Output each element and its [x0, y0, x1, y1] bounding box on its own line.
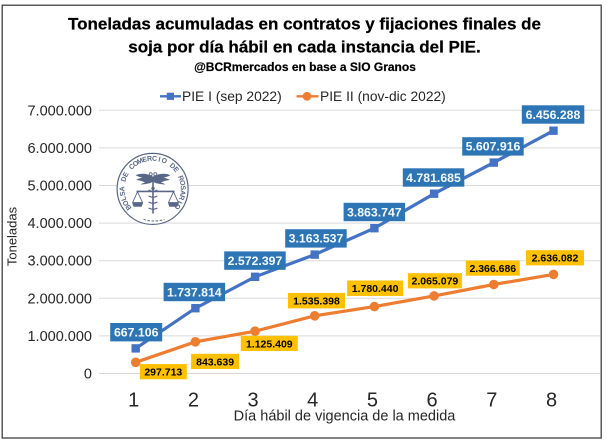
svg-text:6.456.288: 6.456.288: [526, 108, 581, 122]
svg-text:E: E: [142, 156, 149, 164]
svg-text:1.000.000: 1.000.000: [27, 329, 92, 345]
svg-text:E: E: [122, 171, 131, 179]
svg-text:2.065.079: 2.065.079: [412, 276, 459, 288]
svg-text:3: 3: [248, 390, 259, 412]
svg-text:Toneladas: Toneladas: [5, 206, 20, 266]
svg-text:1.737.814: 1.737.814: [167, 285, 222, 299]
svg-text:5: 5: [367, 390, 378, 412]
svg-text:Día hábil de vigencia de la me: Día hábil de vigencia de la medida: [234, 409, 457, 425]
svg-text:1: 1: [128, 390, 139, 412]
svg-text:8: 8: [546, 390, 557, 412]
svg-text:PIE II (nov-dic 2022): PIE II (nov-dic 2022): [320, 89, 446, 104]
svg-text:A: A: [178, 190, 186, 196]
svg-text:1.535.398: 1.535.398: [293, 296, 340, 308]
svg-text:C: C: [152, 156, 158, 163]
svg-text:0: 0: [84, 367, 92, 383]
svg-text:@BCRmercados en base a SIO Gra: @BCRmercados en base a SIO Granos: [194, 60, 416, 74]
svg-text:297.713: 297.713: [144, 367, 182, 379]
svg-text:C: C: [128, 163, 136, 172]
svg-text:PIE I (sep 2022): PIE I (sep 2022): [182, 89, 282, 104]
svg-text:E: E: [171, 166, 180, 174]
svg-text:2.636.082: 2.636.082: [532, 253, 579, 265]
svg-text:667.106: 667.106: [114, 326, 159, 340]
svg-text:S: S: [119, 190, 127, 196]
svg-text:3.163.537: 3.163.537: [289, 232, 344, 246]
svg-text:7.000.000: 7.000.000: [27, 103, 92, 119]
svg-text:D: D: [168, 162, 176, 171]
svg-text:S: S: [179, 185, 186, 190]
svg-text:L: L: [120, 195, 128, 202]
svg-text:R: R: [176, 175, 184, 182]
svg-text:4.781.685: 4.781.685: [406, 171, 461, 185]
svg-text:Toneladas acumuladas en contra: Toneladas acumuladas en contratos y fija…: [68, 15, 541, 34]
svg-text:5.000.000: 5.000.000: [27, 179, 92, 195]
svg-text:2.572.397: 2.572.397: [228, 254, 283, 268]
svg-text:R: R: [147, 156, 153, 163]
svg-text:5.607.916: 5.607.916: [466, 140, 521, 154]
svg-text:O: O: [178, 180, 186, 187]
svg-text:O: O: [160, 157, 168, 166]
svg-text:2.366.686: 2.366.686: [469, 263, 516, 275]
svg-text:2: 2: [188, 390, 199, 412]
svg-text:M: M: [136, 157, 144, 166]
svg-text:6.000.000: 6.000.000: [27, 141, 92, 157]
svg-text:O: O: [132, 159, 141, 168]
svg-text:R: R: [177, 194, 185, 201]
svg-text:3.000.000: 3.000.000: [27, 254, 92, 270]
svg-text:3.863.747: 3.863.747: [347, 205, 402, 219]
svg-text:soja por día hábil en cada ins: soja por día hábil en cada instancia del…: [128, 38, 480, 57]
svg-text:1.125.409: 1.125.409: [246, 338, 293, 350]
svg-text:I: I: [158, 156, 162, 163]
svg-text:2.000.000: 2.000.000: [27, 291, 92, 307]
svg-text:B: B: [125, 203, 134, 211]
svg-text:7: 7: [486, 390, 497, 412]
svg-text:O: O: [122, 198, 131, 207]
svg-text:4: 4: [307, 390, 318, 412]
svg-text:A: A: [119, 186, 126, 191]
svg-text:1.780.440: 1.780.440: [352, 283, 399, 295]
svg-text:4.000.000: 4.000.000: [27, 216, 92, 232]
svg-text:843.639: 843.639: [196, 356, 234, 368]
svg-text:D: D: [120, 176, 128, 183]
svg-text:I: I: [176, 199, 183, 204]
svg-text:6: 6: [427, 390, 438, 412]
